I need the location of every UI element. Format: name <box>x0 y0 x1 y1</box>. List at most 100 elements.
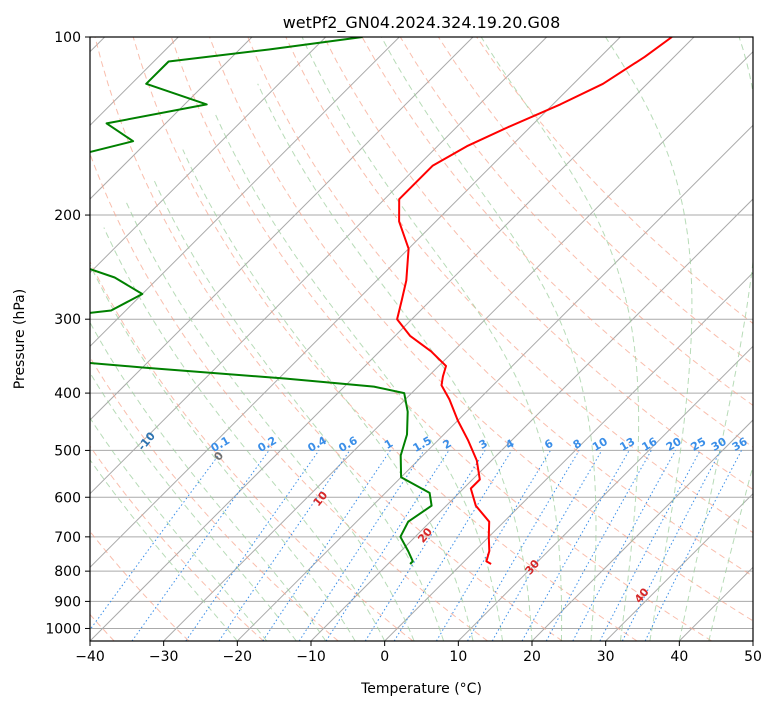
y-tick-label: 600 <box>54 490 81 506</box>
isotherm-line <box>90 37 327 274</box>
dry-adiabat-line <box>90 530 190 641</box>
moist-adiabat-line <box>257 83 533 641</box>
dry-adiabat-line <box>90 445 264 641</box>
x-tick-label: 0 <box>380 649 389 665</box>
x-tick-label: −30 <box>149 649 179 665</box>
mixing-ratio-label: 0.6 <box>336 434 360 455</box>
dry-adiabat-line <box>132 37 638 641</box>
mixing-ratio-line <box>364 450 486 641</box>
isotherm-line <box>457 345 753 641</box>
mixing-ratio-line <box>644 450 742 641</box>
moist-adiabat-line <box>90 321 327 641</box>
mixing-ratio-line <box>131 450 270 641</box>
mixing-ratio-line <box>90 450 223 631</box>
isotherm-line <box>90 37 621 569</box>
y-tick-label: 300 <box>54 312 81 328</box>
mixing-ratio-label: 1.5 <box>411 434 434 455</box>
dry-adiabat-label: 40 <box>632 585 652 605</box>
x-tick-label: −20 <box>223 649 253 665</box>
x-axis-label: Temperature (°C) <box>360 681 482 697</box>
isotherm-line <box>531 419 753 641</box>
dry-adiabat-line <box>476 37 753 325</box>
dry-adiabat-line <box>90 356 339 641</box>
x-tick-label: 50 <box>744 649 762 665</box>
isotherm-line <box>678 566 753 641</box>
moist-adiabat-line <box>380 37 597 641</box>
mixing-ratio-line <box>298 450 425 641</box>
mixing-ratio-line <box>545 450 652 641</box>
moist-adiabat-line <box>182 149 474 641</box>
dewpoint-profile-line <box>90 37 433 565</box>
x-tick-label: 20 <box>523 649 541 665</box>
dry-adiabat-line <box>209 37 753 622</box>
y-axis-label: Pressure (hPa) <box>12 289 28 389</box>
moist-adiabat-line <box>301 37 563 641</box>
temperature-profile-line <box>396 37 673 565</box>
dry-adiabat-line <box>247 37 753 577</box>
mixing-ratio-line <box>262 450 391 641</box>
x-tick-label: 40 <box>670 649 688 665</box>
x-tick-label: −10 <box>296 649 326 665</box>
moist-adiabat-line <box>153 180 445 641</box>
isotherm-line <box>90 37 548 495</box>
mixing-ratio-line <box>185 450 320 641</box>
mixing-ratio-label: 0.4 <box>306 434 330 455</box>
dry-adiabat-line <box>90 260 414 641</box>
isotherm-line <box>163 50 753 641</box>
isotherm-line <box>605 492 753 641</box>
mixing-ratio-line <box>621 450 722 641</box>
dry-adiabat-label: -30 <box>0 396 19 420</box>
x-tick-label: 10 <box>449 649 467 665</box>
isotherm-line <box>90 37 253 200</box>
y-tick-label: 1000 <box>45 621 81 637</box>
isotherm-line <box>236 124 753 641</box>
y-tick-label: 200 <box>54 208 81 224</box>
dry-adiabat-line <box>323 37 753 491</box>
mixing-ratio-line <box>599 450 701 641</box>
dry-adiabat-line <box>170 37 712 641</box>
moist-adiabat-line <box>90 417 268 641</box>
chart-title: wetPf2_GN04.2024.324.19.20.G08 <box>283 13 561 33</box>
moist-adiabat-line <box>480 37 640 641</box>
dry-adiabat-line <box>90 152 488 641</box>
dry-adiabat-line <box>94 37 563 641</box>
y-tick-label: 500 <box>54 443 81 459</box>
mixing-ratio-label: 2 <box>441 437 454 452</box>
mixing-ratio-line <box>467 450 580 641</box>
mixing-ratio-label: 25 <box>689 435 709 454</box>
moist-adiabat-line <box>103 227 386 641</box>
mixing-ratio-line <box>572 450 676 641</box>
moist-adiabat-line <box>708 463 753 641</box>
x-tick-label: 30 <box>597 649 615 665</box>
plot-frame <box>89 36 754 642</box>
mixing-ratio-line <box>218 450 351 641</box>
mixing-ratio-line <box>325 450 450 641</box>
mixing-ratio-label: 10 <box>590 435 610 454</box>
y-tick-label: 100 <box>54 30 81 46</box>
isotherm-line <box>310 198 753 641</box>
moist-adiabat-line <box>214 113 503 641</box>
moist-adiabat-line <box>678 37 753 641</box>
mixing-ratio-line <box>521 450 630 641</box>
mixing-ratio-label: 36 <box>730 435 750 454</box>
isotherm-line <box>90 37 474 421</box>
y-tick-label: 400 <box>54 386 81 402</box>
y-tick-label: 900 <box>54 594 81 610</box>
dry-adiabat-label: -10 <box>135 429 158 453</box>
dry-adiabat-label: -20 <box>65 413 88 437</box>
mixing-ratio-label: 16 <box>640 435 660 454</box>
mixing-ratio-label: 30 <box>709 435 729 454</box>
y-tick-label: 700 <box>54 530 81 546</box>
isotherm-line <box>752 640 753 641</box>
moist-adiabat-line <box>90 458 238 641</box>
moist-adiabat-line <box>125 201 415 641</box>
x-tick-label: −40 <box>75 649 105 665</box>
dry-adiabat-label: 20 <box>415 525 435 545</box>
y-tick-label: 800 <box>54 564 81 580</box>
moist-adiabat-line <box>605 37 693 641</box>
mixing-ratio-line <box>393 450 513 641</box>
dry-adiabat-line <box>285 37 753 534</box>
isotherm-line <box>384 271 753 641</box>
isotherm-line <box>90 37 400 348</box>
